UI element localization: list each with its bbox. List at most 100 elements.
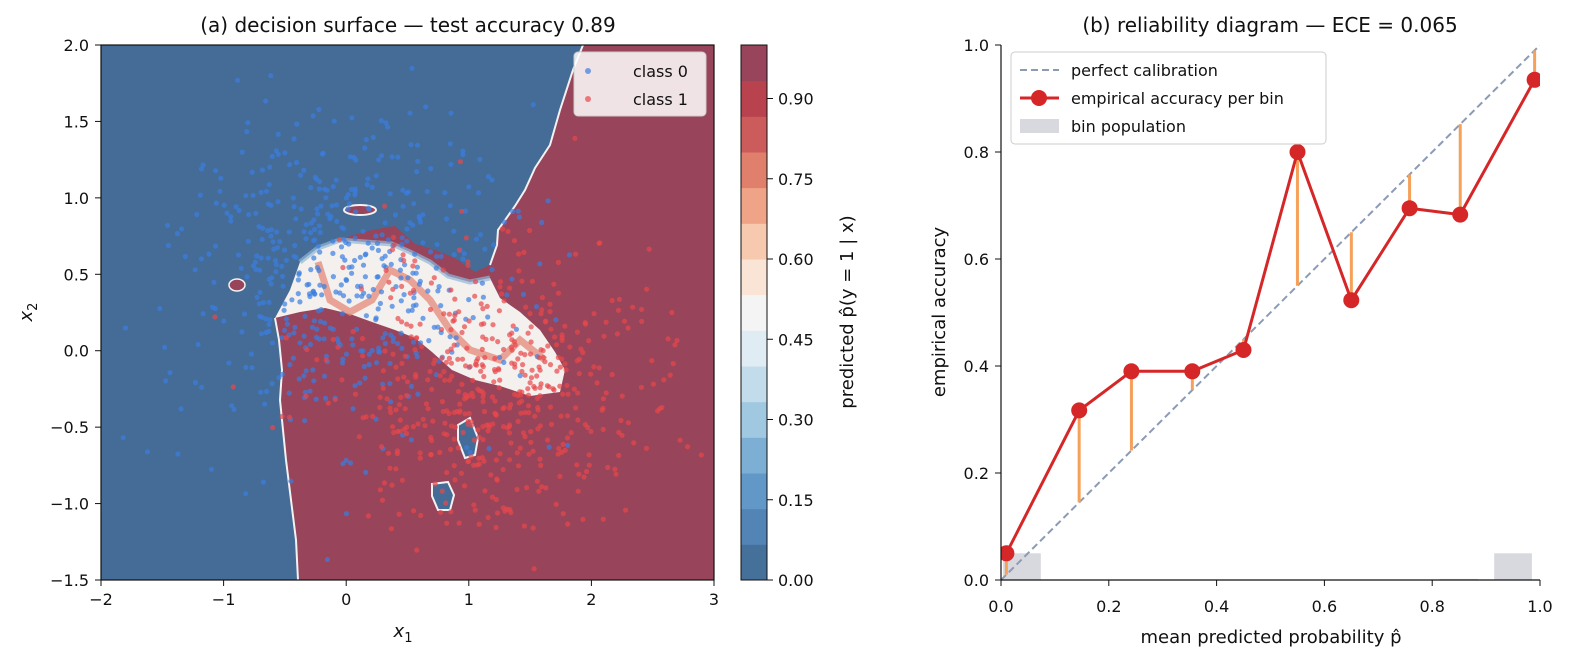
scatter-point-class0 <box>346 298 352 304</box>
scatter-point-class1 <box>639 318 645 324</box>
scatter-point-class0 <box>315 211 321 217</box>
accuracy-point <box>1001 545 1015 562</box>
scatter-point-class0 <box>417 216 423 222</box>
legend-bin-swatch <box>1020 119 1059 133</box>
scatter-point-class0 <box>361 363 367 370</box>
scatter-point-class1 <box>603 319 609 325</box>
scatter-point-class0 <box>239 329 245 335</box>
scatter-point-class0 <box>310 367 316 373</box>
colorbar-segment <box>741 294 767 331</box>
scatter-point-class0 <box>447 141 453 147</box>
scatter-point-class1 <box>448 423 454 429</box>
scatter-point-class0 <box>339 254 345 260</box>
accuracy-point <box>1123 363 1140 380</box>
scatter-point-class0 <box>357 380 363 386</box>
scatter-point-class1 <box>460 429 466 436</box>
scatter-point-class1 <box>522 372 528 378</box>
scatter-point-class0 <box>346 241 352 247</box>
panel-b-reliability-diagram: (b) reliability diagram — ECE = 0.065 me… <box>929 13 1553 648</box>
scatter-point-class0 <box>198 166 204 172</box>
scatter-point-class0 <box>357 254 363 260</box>
scatter-point-class0 <box>362 375 368 381</box>
scatter-points <box>120 65 704 572</box>
scatter-point-class1 <box>520 430 527 436</box>
scatter-point-class1 <box>545 437 551 443</box>
scatter-point-class0 <box>399 235 405 241</box>
scatter-point-class0 <box>376 157 382 163</box>
scatter-point-class0 <box>352 257 358 264</box>
scatter-point-class0 <box>380 335 386 341</box>
scatter-point-class0 <box>235 77 241 83</box>
scatter-point-class0 <box>398 298 404 304</box>
scatter-point-class0 <box>423 104 429 110</box>
scatter-point-class0 <box>378 118 384 124</box>
scatter-point-class0 <box>480 294 486 300</box>
scatter-point-class0 <box>281 327 288 333</box>
scatter-point-class1 <box>643 445 650 451</box>
scatter-point-class1 <box>461 483 468 489</box>
scatter-point-class0 <box>447 203 453 209</box>
scatter-point-class1 <box>504 425 510 431</box>
colorbar-tick-label: 0.15 <box>778 491 814 510</box>
scatter-point-class1 <box>393 407 399 413</box>
scatter-point-class1 <box>441 369 447 375</box>
scatter-point-class0 <box>250 192 256 198</box>
scatter-point-class1 <box>467 364 473 370</box>
scatter-point-class0 <box>380 381 386 387</box>
scatter-point-class0 <box>286 390 292 396</box>
scatter-point-class1 <box>518 392 524 398</box>
colorbar-segment <box>741 45 767 82</box>
scatter-point-class1 <box>536 355 542 361</box>
scatter-point-class1 <box>575 488 581 494</box>
scatter-point-class1 <box>508 344 514 350</box>
scatter-point-class0 <box>504 292 510 298</box>
scatter-point-class1 <box>472 279 479 285</box>
scatter-point-class0 <box>379 232 385 238</box>
scatter-point-class1 <box>560 391 566 397</box>
scatter-point-class1 <box>408 323 414 329</box>
scatter-point-class0 <box>297 340 303 346</box>
scatter-point-class1 <box>507 332 513 338</box>
scatter-point-class1 <box>452 296 458 302</box>
scatter-point-class0 <box>438 303 444 309</box>
scatter-point-class0 <box>258 331 264 337</box>
scatter-point-class1 <box>413 335 419 341</box>
scatter-point-class1 <box>469 390 475 396</box>
scatter-point-class0 <box>274 245 281 251</box>
scatter-point-class1 <box>527 351 534 357</box>
scatter-point-class1 <box>618 417 624 423</box>
scatter-point-class0 <box>293 159 300 166</box>
scatter-point-class1 <box>545 343 551 349</box>
scatter-point-class0 <box>228 218 234 224</box>
scatter-point-class1 <box>655 408 661 414</box>
scatter-point-class0 <box>254 294 260 300</box>
scatter-point-class1 <box>377 394 383 400</box>
scatter-point-class0 <box>470 315 476 321</box>
scatter-point-class0 <box>192 380 198 386</box>
colorbar-segment <box>741 259 767 296</box>
scatter-point-class0 <box>250 263 256 269</box>
scatter-point-class0 <box>491 242 497 248</box>
scatter-point-class0 <box>370 134 376 140</box>
scatter-point-class1 <box>511 238 517 244</box>
scatter-point-class1 <box>473 362 480 368</box>
accuracy-point <box>1401 200 1418 217</box>
colorbar-frame <box>740 44 768 581</box>
scatter-point-class0 <box>217 188 223 194</box>
scatter-point-class0 <box>317 282 323 288</box>
scatter-point-class1 <box>270 425 276 431</box>
scatter-point-class0 <box>258 255 264 261</box>
scatter-point-class1 <box>559 449 565 455</box>
scatter-point-class1 <box>586 338 592 344</box>
scatter-point-class1 <box>534 478 540 484</box>
scatter-point-class0 <box>243 364 249 371</box>
scatter-point-class1 <box>412 258 418 264</box>
panel-a-axes: x1 x2 −2 −1 0 1 2 3 −1.5 −1.0 −0.5 0.0 0.5 1.0 1.5 2.… <box>16 36 719 646</box>
scatter-point-class1 <box>468 454 474 460</box>
scatter-point-class1 <box>427 306 434 313</box>
scatter-point-class1 <box>522 410 528 416</box>
panel-b-xtick-label: 0.0 <box>988 597 1013 616</box>
scatter-point-class1 <box>455 445 461 451</box>
scatter-point-class1 <box>564 435 571 441</box>
scatter-point-class1 <box>507 285 513 291</box>
